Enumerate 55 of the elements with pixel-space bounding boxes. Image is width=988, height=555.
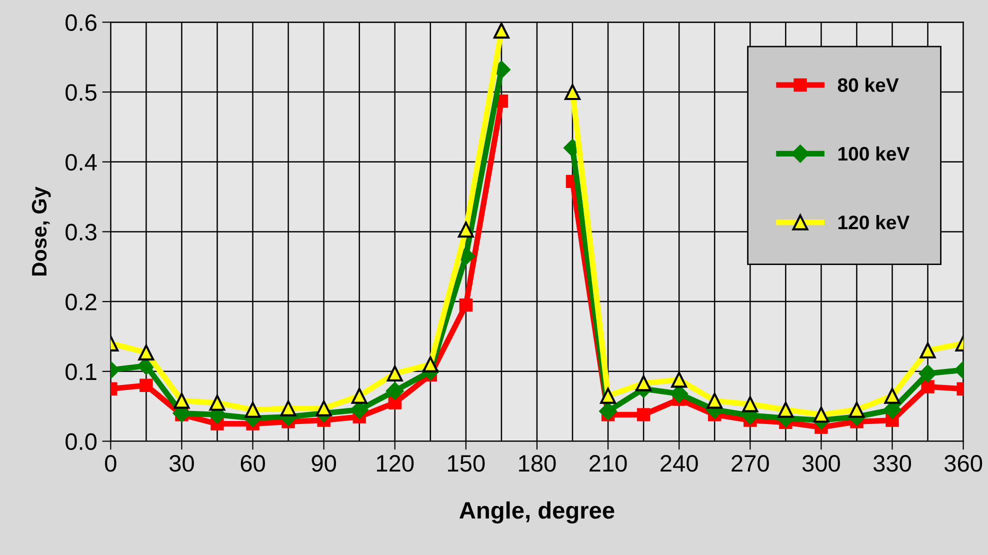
point <box>351 388 368 404</box>
y-tick-label: 0.6 <box>66 14 96 31</box>
x-tick-label: 180 <box>519 455 556 472</box>
point <box>174 392 190 409</box>
point <box>599 402 617 420</box>
x-tick-label: 150 <box>448 455 485 472</box>
point <box>848 402 865 418</box>
point <box>244 402 261 418</box>
x-tick-label: 90 <box>312 455 336 472</box>
point <box>671 372 688 388</box>
legend-label: 80 keV <box>838 78 899 92</box>
point <box>138 344 154 361</box>
x-tick-label: 30 <box>169 455 194 472</box>
point <box>920 342 936 358</box>
point <box>921 380 934 394</box>
point <box>386 382 404 400</box>
point <box>388 396 402 410</box>
x-tick-label: 60 <box>240 455 265 472</box>
point <box>280 400 296 416</box>
y-tick-label: 0.3 <box>66 224 96 240</box>
x-tick-label: 0 <box>105 455 116 472</box>
x-axis-title: Angle, degree <box>460 501 614 524</box>
x-tick-label: 300 <box>802 455 840 472</box>
point <box>813 406 830 423</box>
point <box>778 402 794 418</box>
point <box>386 365 403 382</box>
point <box>209 394 226 411</box>
y-axis-title: Dose, Gy <box>32 186 51 276</box>
point <box>458 222 474 238</box>
point <box>564 84 580 100</box>
point <box>422 356 438 372</box>
y-tick-label: 0.4 <box>66 154 97 171</box>
point <box>742 396 758 412</box>
point <box>140 378 153 392</box>
y-tick-label: 0.5 <box>66 84 96 101</box>
x-tick-label: 240 <box>660 455 698 472</box>
y-tick-label: 0.0 <box>66 433 97 450</box>
point <box>706 392 723 409</box>
point <box>636 408 650 422</box>
point <box>316 400 332 416</box>
y-tick-label: 0.2 <box>66 294 96 310</box>
x-tick-label: 210 <box>590 455 627 472</box>
point <box>600 388 616 404</box>
x-tick-label: 330 <box>873 455 912 472</box>
x-tick-label: 270 <box>732 455 769 472</box>
legend-label: 120 keV <box>838 215 910 230</box>
point <box>459 298 473 312</box>
point <box>636 375 652 392</box>
x-tick-label: 120 <box>376 455 414 472</box>
point <box>918 364 937 382</box>
legend-label: 100 keV <box>838 146 910 161</box>
point <box>493 22 510 39</box>
y-tick-label: 0.1 <box>66 363 96 380</box>
x-tick-label: 360 <box>944 455 982 472</box>
point <box>884 388 900 404</box>
